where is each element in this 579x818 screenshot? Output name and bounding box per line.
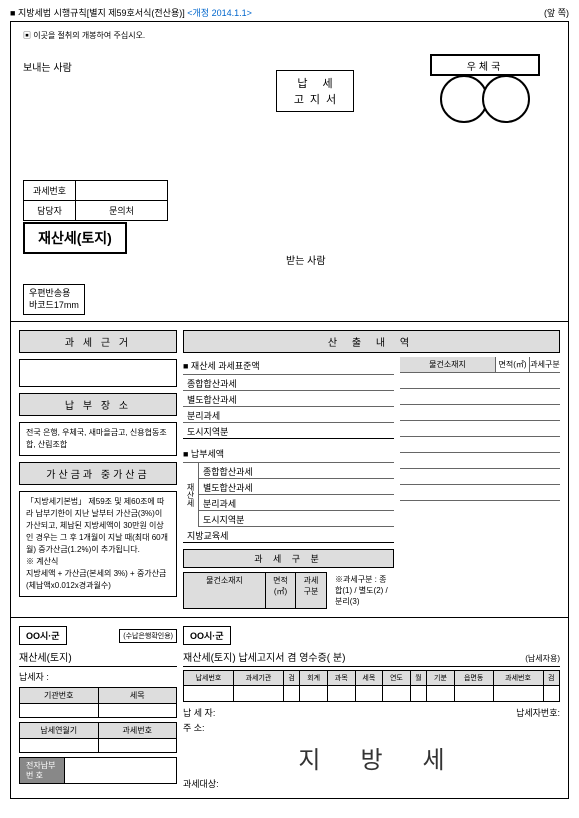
gwase-daesang: 과세대상: — [183, 777, 560, 790]
row-jonghap: 종합합산과세 — [183, 375, 394, 391]
surcharge-box: 「지방세기본법」 제59조 및 제60조에 따라 납부기한이 지난 날부터 가산… — [19, 491, 177, 597]
receipt-org-label: (수납은행확인용) — [119, 629, 177, 643]
postoffice-stamp: 우체국 — [430, 54, 540, 124]
sigun-label-right: OO시·군 — [183, 626, 231, 645]
cut-instruction: ▣ 이곳을 절취의 개봉하여 주십시오. — [23, 30, 556, 41]
gubun-note: ※과세구분 : 종합(1) / 별도(2) / 분리(3) — [331, 572, 394, 609]
notice-box: 납 세 고지서 — [276, 70, 354, 112]
gubun-box: 물건소재지 면적(㎡) 과세구분 — [183, 572, 327, 609]
napseja-use: (납세자용) — [525, 653, 560, 664]
std-label: ■ 재산세 과세표준액 — [183, 357, 394, 375]
gubun-title: 과 세 구 분 — [183, 549, 394, 568]
calculation-title: 산 출 내 역 — [183, 330, 560, 353]
epay-row: 전자납부번 호 — [19, 757, 177, 784]
loc-head: 물건소재지 면적(㎡) 과세구분 — [400, 357, 560, 373]
left-table-1: 기관번호세목 — [19, 687, 177, 718]
receipt-title: 재산세(토지) 납세고지서 겸 영수증( 분) — [183, 649, 345, 664]
napseja-left: 납세자 : — [19, 670, 177, 683]
sigun-label-left: OO시·군 — [19, 626, 67, 645]
recipient-label: 받는 사람 — [286, 252, 326, 267]
tax-number-table: 과세번호 담당자문의처 — [23, 180, 168, 221]
row-dosi: 도시지역분 — [183, 423, 394, 439]
barcode-box: 우편반송용 바코드17mm — [23, 284, 85, 315]
row-bunri: 분리과세 — [183, 407, 394, 423]
property-tax-box: 재산세(토지) — [23, 222, 127, 254]
place-title: 납 부 장 소 — [19, 393, 177, 416]
header-title: ■ 지방세법 시행규칙[별지 제59호서식(전산용)] <개정 2014.1.1… — [10, 6, 252, 19]
big-title: 지방세 — [183, 740, 560, 775]
napseja-no-label: 납세자번호: — [516, 706, 560, 719]
nap-label: ■ 납부세액 — [183, 445, 394, 463]
receipt-table: 납세번호 과세기관 검 회계 과목 세목 연도 월 기분 읍면동 과세번호 검 — [183, 670, 560, 702]
left-table-2: 납세연월기과세번호 — [19, 722, 177, 753]
vert-jaesan: 재산세 — [183, 463, 199, 527]
side-label: (앞 쪽) — [544, 6, 569, 19]
jaesan-left: 재산세(토지) — [19, 649, 177, 667]
napseja-label: 납 세 자: — [183, 706, 215, 719]
place-box: 전국 은행, 우체국, 새마을금고, 신용협동조합, 산림조합 — [19, 422, 177, 456]
surcharge-title: 가산금과 중가산금 — [19, 462, 177, 485]
basis-box — [19, 359, 177, 387]
row-byeoldo: 별도합산과세 — [183, 391, 394, 407]
basis-title: 과 세 근 거 — [19, 330, 177, 353]
juso-label: 주 소: — [183, 721, 560, 734]
